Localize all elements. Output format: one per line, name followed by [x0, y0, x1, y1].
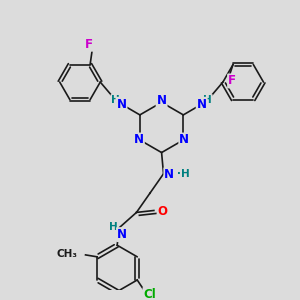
Text: CH₃: CH₃	[57, 249, 78, 259]
Text: N: N	[157, 94, 166, 107]
Text: N: N	[134, 134, 144, 146]
Text: N: N	[164, 168, 174, 181]
Text: ·H: ·H	[177, 169, 190, 179]
Text: H: H	[203, 95, 212, 105]
Text: F: F	[228, 74, 236, 87]
Text: F: F	[85, 38, 93, 51]
Text: O: O	[158, 205, 168, 218]
Text: H: H	[109, 222, 118, 232]
Text: N: N	[117, 228, 127, 241]
Text: N: N	[179, 134, 189, 146]
Text: N: N	[116, 98, 127, 111]
Text: N: N	[197, 98, 207, 111]
Text: H: H	[111, 95, 120, 105]
Text: Cl: Cl	[143, 288, 156, 300]
